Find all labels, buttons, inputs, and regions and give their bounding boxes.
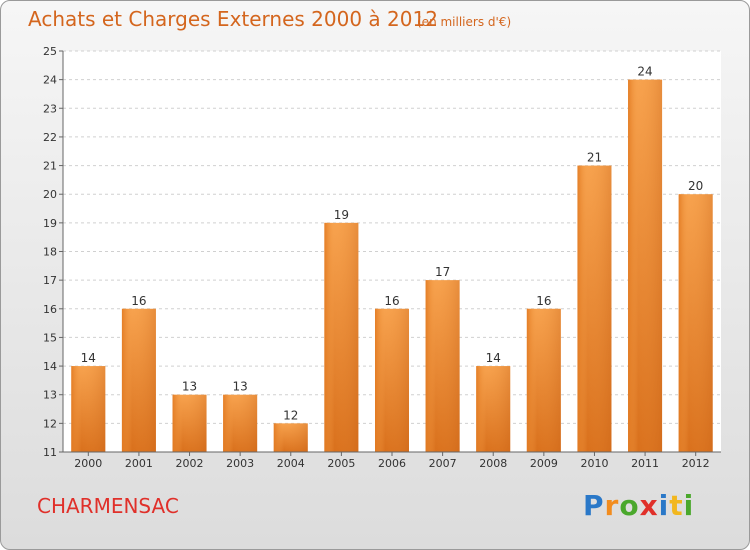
y-tick-label: 23 xyxy=(43,102,57,115)
bar-2002: 13 xyxy=(172,380,207,452)
data-label: 13 xyxy=(233,380,248,394)
bar-shade xyxy=(121,308,156,452)
y-tick-label: 17 xyxy=(43,274,57,287)
data-label: 21 xyxy=(587,151,602,165)
y-tick-label: 18 xyxy=(43,246,57,259)
bar-shade xyxy=(425,280,460,452)
bar-2012: 20 xyxy=(678,179,713,452)
bar-2003: 13 xyxy=(223,380,258,452)
y-tick-label: 16 xyxy=(43,303,57,316)
data-label: 16 xyxy=(384,294,399,308)
bar-2009: 16 xyxy=(526,294,561,452)
y-axis: 11 12 13 14 15 16 17 18 19 20 21 22 23 24 25 xyxy=(43,45,64,459)
bar-2010: 21 xyxy=(577,151,612,453)
bar-shade xyxy=(628,79,663,453)
bar-shade xyxy=(375,308,409,452)
bar-2007: 17 xyxy=(425,265,460,452)
data-label: 16 xyxy=(536,294,551,308)
bar-shade xyxy=(526,308,561,452)
x-tick-label: 2012 xyxy=(682,457,710,470)
y-tick-label: 15 xyxy=(43,331,57,344)
y-tick-label: 25 xyxy=(43,45,57,58)
bar-shade xyxy=(223,394,258,452)
bar-2005: 19 xyxy=(324,208,359,452)
data-label: 14 xyxy=(486,351,501,365)
y-tick-label: 22 xyxy=(43,131,57,144)
data-label: 17 xyxy=(435,265,450,279)
bar-2008: 14 xyxy=(476,351,511,452)
commune-name: CHARMENSAC xyxy=(37,494,179,518)
y-tick-label: 24 xyxy=(43,74,57,87)
bars: 14 16 13 13 12 19 16 17 14 16 21 24 20 xyxy=(71,65,713,453)
x-tick-label: 2006 xyxy=(378,457,406,470)
x-tick-label: 2007 xyxy=(429,457,457,470)
bar-shade xyxy=(476,366,511,452)
chart-title: Achats et Charges Externes 2000 à 2012 xyxy=(28,7,438,31)
data-label: 12 xyxy=(283,408,298,422)
bar-2000: 14 xyxy=(71,351,106,452)
x-tick-label: 2005 xyxy=(327,457,355,470)
bar-shade xyxy=(324,222,359,452)
bar-shade xyxy=(678,194,713,452)
data-label: 13 xyxy=(182,380,197,394)
x-tick-label: 2003 xyxy=(226,457,254,470)
bar-2006: 16 xyxy=(375,294,409,452)
x-tick-label: 2000 xyxy=(74,457,102,470)
data-label: 19 xyxy=(334,208,349,222)
x-tick-label: 2008 xyxy=(479,457,507,470)
bar-shade xyxy=(172,394,207,452)
bar-shade xyxy=(71,366,106,452)
x-tick-label: 2001 xyxy=(125,457,153,470)
y-tick-label: 13 xyxy=(43,389,57,402)
x-tick-label: 2010 xyxy=(580,457,608,470)
y-tick-label: 11 xyxy=(43,446,57,459)
bar-2004: 12 xyxy=(273,408,308,452)
y-tick-label: 14 xyxy=(43,360,57,373)
y-tick-label: 19 xyxy=(43,217,57,230)
bar-2011: 24 xyxy=(628,65,663,453)
proxiti-logo: Proxiti xyxy=(583,489,695,522)
y-tick-label: 20 xyxy=(43,188,57,201)
y-tick-label: 12 xyxy=(43,417,57,430)
x-tick-label: 2011 xyxy=(631,457,659,470)
bar-shade xyxy=(273,423,308,452)
data-label: 14 xyxy=(81,351,96,365)
x-tick-label: 2004 xyxy=(277,457,305,470)
data-label: 20 xyxy=(688,179,703,193)
data-label: 16 xyxy=(131,294,146,308)
x-tick-label: 2002 xyxy=(176,457,204,470)
y-tick-label: 21 xyxy=(43,160,57,173)
bar-2001: 16 xyxy=(121,294,156,452)
x-axis: 2000 2001 2002 2003 2004 2005 2006 2007 2008 2009… xyxy=(63,451,721,470)
chart-subtitle: (en milliers d'€) xyxy=(417,15,512,29)
bar-shade xyxy=(577,165,612,453)
x-tick-label: 2009 xyxy=(530,457,558,470)
data-label: 24 xyxy=(637,65,652,79)
